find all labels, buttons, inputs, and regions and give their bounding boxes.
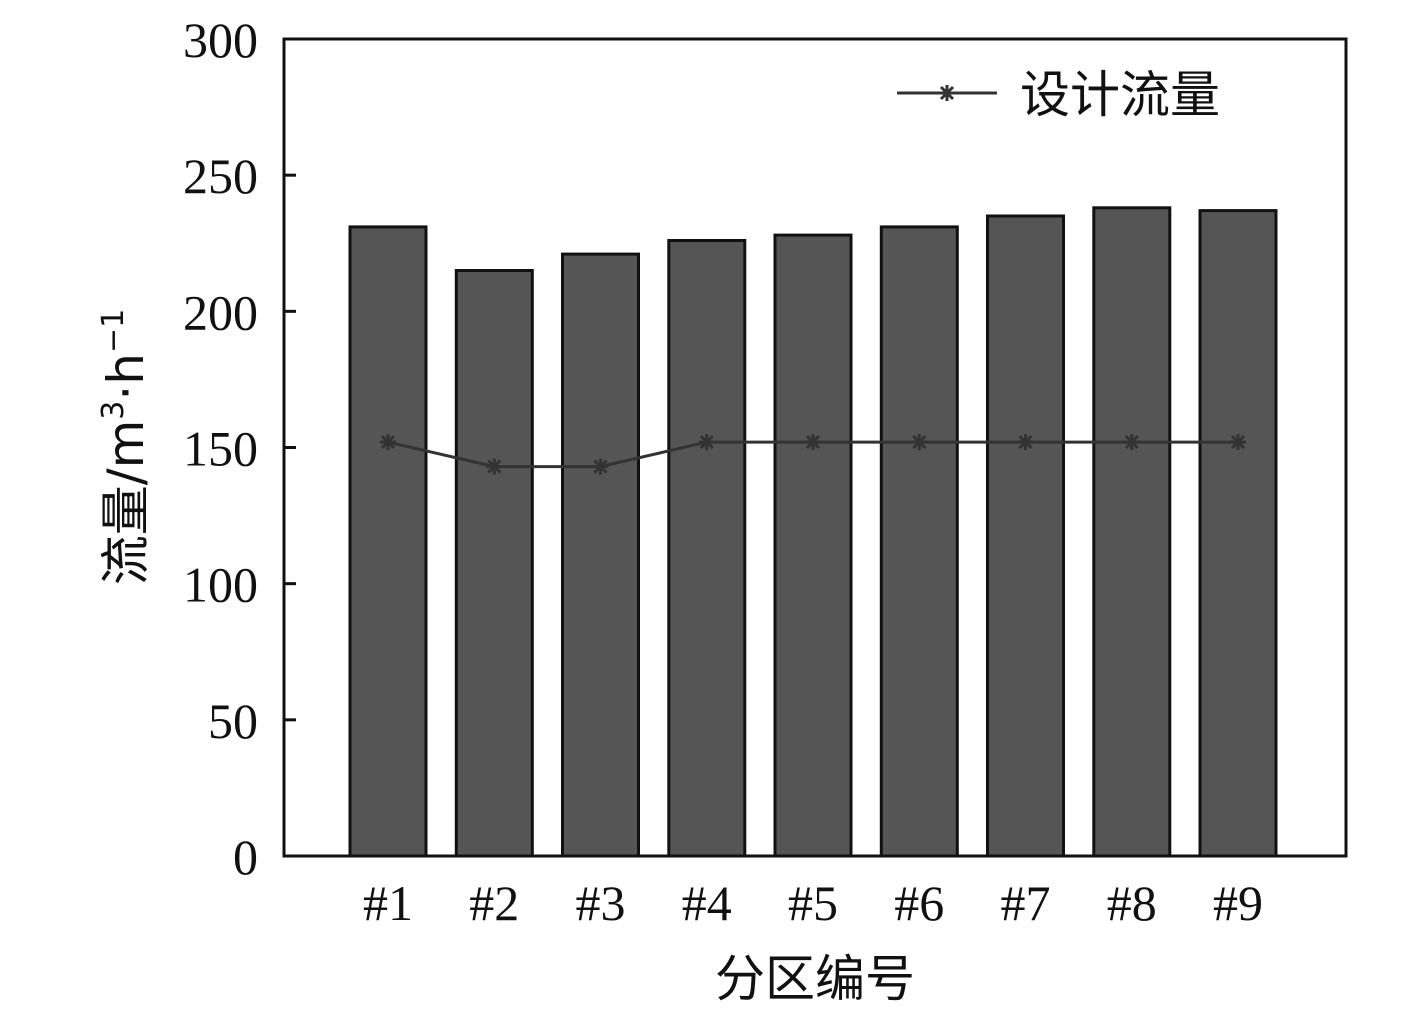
y-tick-label-150: 150	[183, 421, 258, 477]
legend-label: 设计流量	[1020, 66, 1220, 124]
x-tick-label-4: #4	[682, 875, 732, 931]
x-tick-label-1: #1	[363, 875, 413, 931]
design-flow-point-4	[698, 434, 715, 451]
bar-9	[1198, 209, 1278, 858]
x-tick-label-5: #5	[788, 875, 838, 931]
y-axis-title-mid: ·h	[97, 353, 155, 401]
bar-4	[667, 239, 747, 858]
y-tick-label-250: 250	[183, 148, 258, 204]
x-tick-label-6: #6	[894, 875, 944, 931]
x-tick-label-9: #9	[1213, 875, 1263, 931]
x-tick-label-8: #8	[1107, 875, 1157, 931]
bar-1	[348, 225, 428, 858]
y-tick-label-300: 300	[183, 12, 258, 68]
y-tick-label-50: 50	[208, 693, 258, 749]
design-flow-point-3	[592, 458, 609, 475]
design-flow-point-1	[380, 434, 396, 451]
x-tick-label-3: #3	[576, 875, 626, 931]
legend: 设计流量	[897, 66, 1220, 124]
design-flow-point-9	[1230, 434, 1246, 451]
bar-5	[773, 233, 853, 858]
bar-series	[348, 206, 1278, 858]
design-flow-point-7	[1017, 434, 1034, 451]
x-tick-label-7: #7	[1001, 875, 1051, 931]
x-axis-ticks: #1 #2 #3 #4 #5 #6 #7 #8 #9	[363, 875, 1263, 931]
x-axis-title: 分区编号	[715, 950, 915, 1008]
legend-asterisk-icon	[939, 85, 955, 101]
y-axis-title-sup1: 3	[96, 401, 131, 420]
y-tick-label-100: 100	[183, 557, 258, 613]
y-axis-title: 流量/m3·h−1	[96, 309, 155, 585]
bar-8	[1092, 206, 1172, 858]
design-flow-series	[380, 434, 1246, 475]
bar-2	[454, 269, 534, 858]
bar-3	[561, 252, 640, 858]
design-flow-point-2	[486, 458, 503, 475]
bar-7	[986, 214, 1065, 858]
x-tick-label-2: #2	[469, 875, 519, 931]
y-tick-label-200: 200	[183, 284, 258, 340]
y-axis-ticks: 0 50 100 150 200 250 300	[183, 12, 296, 885]
y-axis-title-base: 流量/m	[97, 420, 155, 586]
design-flow-point-6	[911, 434, 928, 451]
bar-6	[879, 225, 959, 858]
plot-frame	[282, 37, 1348, 858]
y-axis-title-sup2: −1	[96, 309, 131, 353]
y-tick-label-0: 0	[233, 829, 258, 885]
design-flow-point-8	[1123, 434, 1140, 451]
design-flow-point-5	[805, 434, 821, 451]
